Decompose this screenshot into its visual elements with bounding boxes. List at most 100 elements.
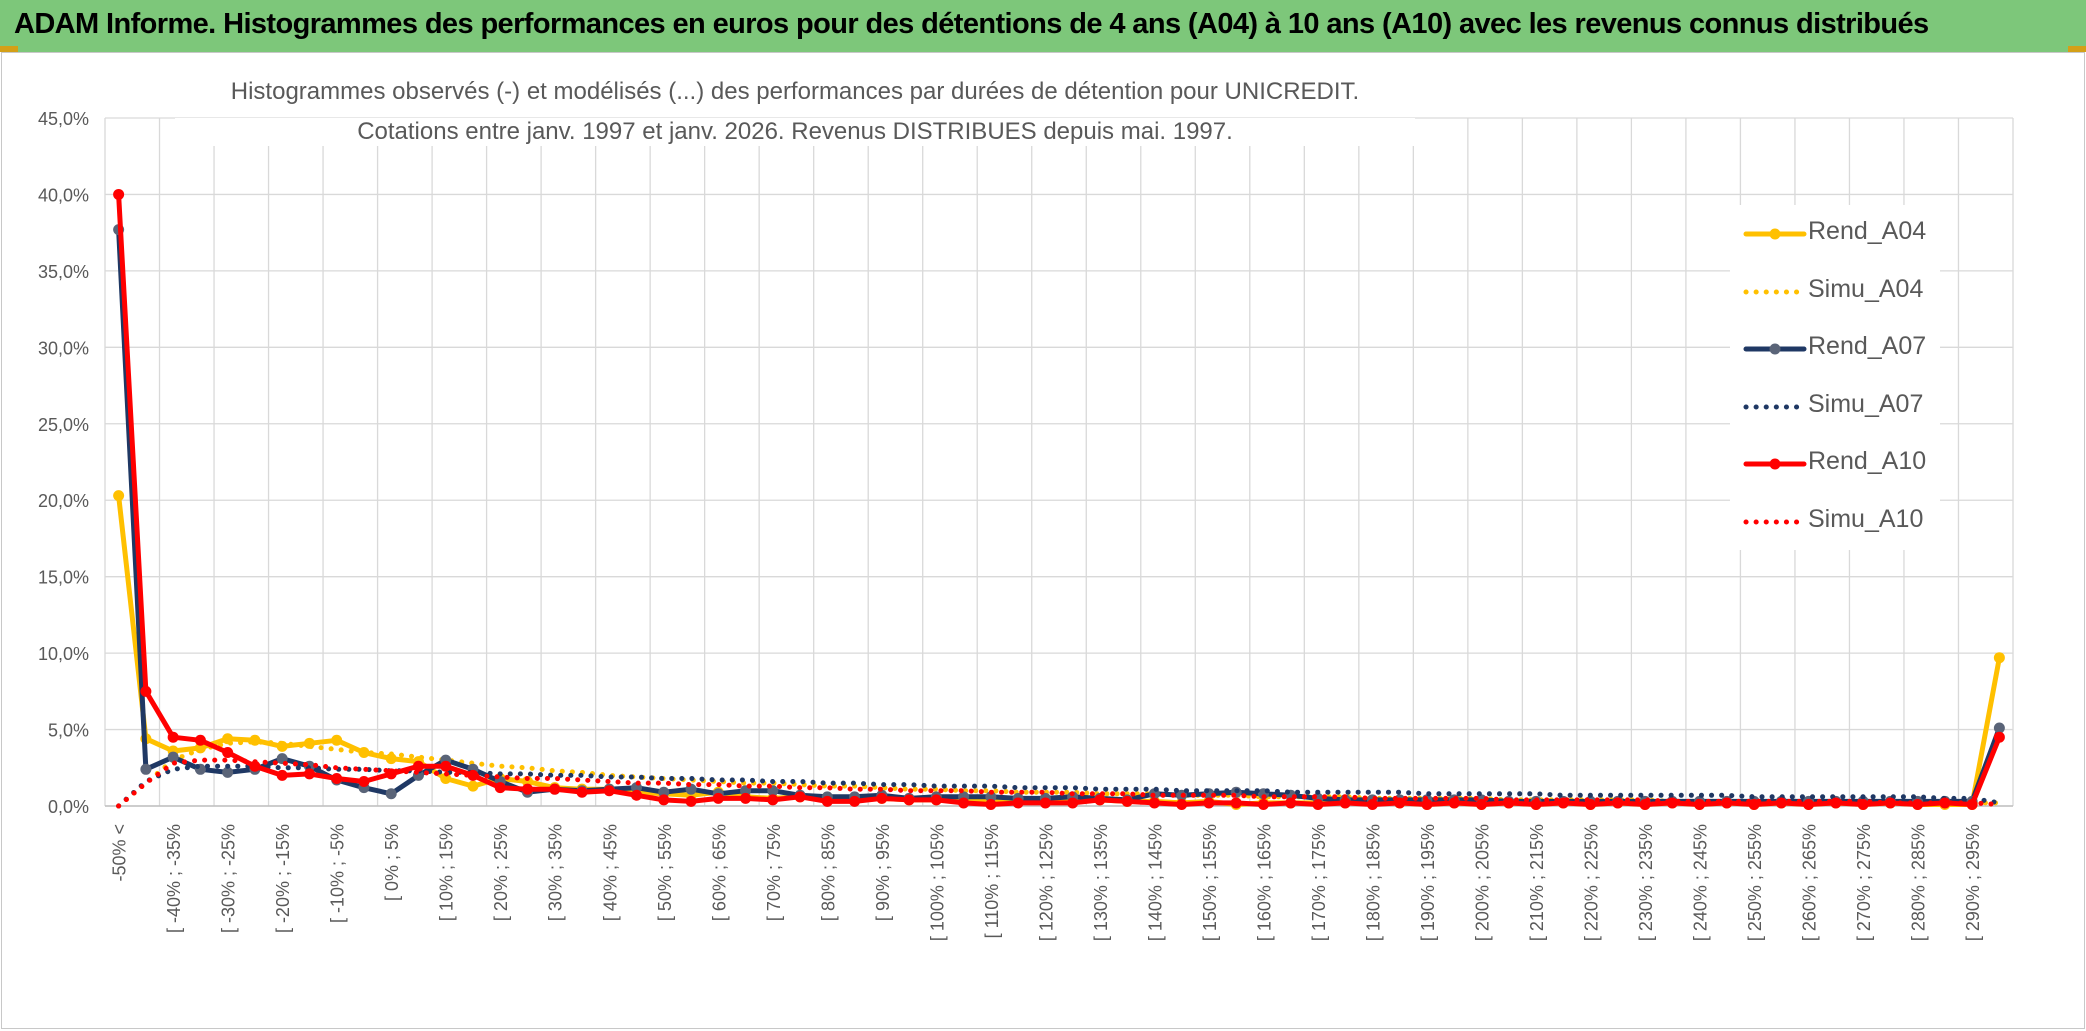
x-tick-label: -50% < <box>110 824 130 882</box>
legend-label: Simu_A04 <box>1808 274 1924 303</box>
x-tick-label: [ 20% ; 25% <box>491 824 511 921</box>
chart-legend: Rend_A04 Simu_A04 Rend_A07 Simu_A07 Rend_A10… <box>1730 205 1940 550</box>
legend-marker <box>1769 343 1781 355</box>
x-tick-label: [ 40% ; 45% <box>600 824 620 921</box>
data-point <box>930 794 942 806</box>
series-rend-a10 <box>113 188 2005 810</box>
data-point <box>303 768 315 780</box>
y-tick-label: 45,0% <box>38 109 89 129</box>
data-point <box>249 760 261 772</box>
data-point <box>1039 797 1051 809</box>
y-tick-label: 30,0% <box>38 338 89 358</box>
legend-marker <box>1769 458 1781 470</box>
y-tick-label: 40,0% <box>38 185 89 205</box>
x-tick-label: [ 90% ; 95% <box>873 824 893 921</box>
data-point <box>140 763 152 775</box>
series-line <box>116 227 2002 804</box>
data-point <box>985 791 997 803</box>
data-point <box>440 772 452 784</box>
x-tick-label: [ 150% ; 155% <box>1200 824 1220 941</box>
data-point <box>385 753 397 765</box>
chart-title-line1: Histogrammes observés (-) et modélisés (… <box>175 78 1415 106</box>
data-point <box>876 792 888 804</box>
legend-swatch <box>1743 343 1807 355</box>
data-point <box>440 760 452 772</box>
legend-label: Rend_A04 <box>1808 217 1927 245</box>
report-title: ADAM Informe. Histogrammes des performan… <box>14 8 1929 40</box>
data-point <box>167 751 179 763</box>
x-tick-label: [ 70% ; 75% <box>764 824 784 921</box>
gridlines <box>104 117 2014 807</box>
x-tick-label: [ 290% ; 295% <box>1963 824 1983 941</box>
y-tick-label: 15,0% <box>38 568 89 588</box>
data-point <box>821 795 833 807</box>
legend-item-rend-a10: Rend_A10 <box>1730 435 1940 493</box>
data-point <box>1421 798 1433 810</box>
data-point <box>1203 797 1215 809</box>
header-banner: ADAM Informe. Histogrammes des performan… <box>0 0 2086 52</box>
data-point <box>603 785 615 797</box>
corner-mark-right <box>2068 46 2086 52</box>
data-point <box>849 795 861 807</box>
data-point <box>331 734 343 746</box>
data-point <box>794 791 806 803</box>
legend-swatch <box>1743 404 1807 409</box>
x-tick-label: [ 130% ; 135% <box>1091 824 1111 941</box>
x-tick-label: [ 260% ; 265% <box>1800 824 1820 941</box>
series-line <box>116 739 2002 809</box>
data-point <box>331 772 343 784</box>
data-point <box>113 188 125 200</box>
data-point <box>140 685 152 697</box>
data-point <box>1993 731 2005 743</box>
x-tick-label: [ 160% ; 165% <box>1254 824 1274 941</box>
data-point <box>1012 797 1024 809</box>
data-point <box>712 792 724 804</box>
y-tick-label: 10,0% <box>38 644 89 664</box>
data-point <box>385 788 397 800</box>
legend-swatch <box>1743 289 1807 294</box>
x-tick-label: [ 50% ; 55% <box>655 824 675 921</box>
data-point <box>467 769 479 781</box>
x-tick-label: [ 240% ; 245% <box>1691 824 1711 941</box>
series-rend-a07 <box>113 224 2005 807</box>
x-tick-label: [ 250% ; 255% <box>1745 824 1765 941</box>
x-tick-label: [ -20% ; -15% <box>273 824 293 933</box>
data-point <box>1285 797 1297 809</box>
y-tick-label: 25,0% <box>38 415 89 435</box>
y-tick-label: 35,0% <box>38 262 89 282</box>
data-point <box>767 794 779 806</box>
data-point <box>222 746 234 758</box>
data-point <box>276 769 288 781</box>
x-tick-label: [ -10% ; -5% <box>328 824 348 923</box>
data-point <box>1530 798 1542 810</box>
x-tick-label: [ -40% ; -35% <box>164 824 184 933</box>
data-point <box>1257 798 1269 810</box>
data-point <box>222 766 234 778</box>
legend-swatch <box>1743 228 1807 240</box>
x-tick-label: [ 80% ; 85% <box>818 824 838 921</box>
x-tick-label: [ 0% ; 5% <box>382 824 402 901</box>
legend-item-simu-a07: Simu_A07 <box>1730 378 1940 436</box>
series-line <box>116 493 2002 807</box>
y-tick-label: 0,0% <box>48 797 89 817</box>
x-tick-label: [ 180% ; 185% <box>1363 824 1383 941</box>
data-point <box>1121 795 1133 807</box>
data-point <box>740 792 752 804</box>
data-point <box>1094 794 1106 806</box>
series-lines <box>113 188 2005 810</box>
data-point <box>1312 798 1324 810</box>
data-point <box>658 786 670 798</box>
legend-item-rend-a07: Rend_A07 <box>1730 320 1940 378</box>
data-point <box>412 760 424 772</box>
x-tick-label: [ -30% ; -25% <box>219 824 239 933</box>
data-point <box>1148 797 1160 809</box>
data-point <box>1230 797 1242 809</box>
x-tick-label: [ 100% ; 105% <box>927 824 947 941</box>
data-point <box>685 795 697 807</box>
data-point <box>113 490 125 502</box>
legend-item-simu-a04: Simu_A04 <box>1730 263 1940 321</box>
legend-item-simu-a10: Simu_A10 <box>1730 493 1940 551</box>
data-point <box>903 794 915 806</box>
data-point <box>521 783 533 795</box>
